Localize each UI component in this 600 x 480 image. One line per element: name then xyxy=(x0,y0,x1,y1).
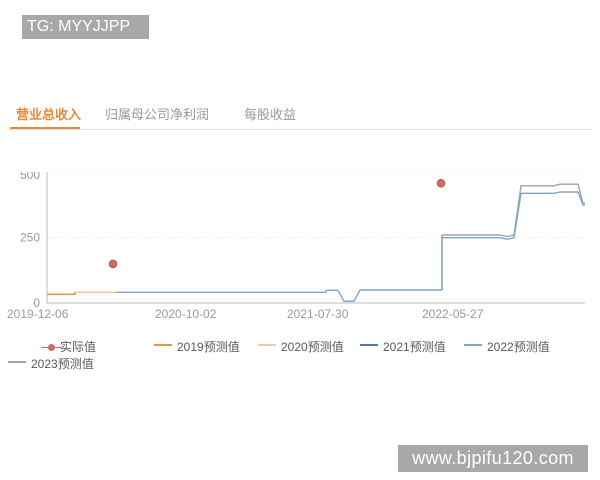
svg-text:500: 500 xyxy=(20,172,40,182)
svg-text:2019-12-06: 2019-12-06 xyxy=(7,307,69,321)
svg-text:2022-05-27: 2022-05-27 xyxy=(422,307,484,321)
svg-text:250: 250 xyxy=(20,231,40,245)
svg-text:2021-07-30: 2021-07-30 xyxy=(287,307,349,321)
svg-text:2020-10-02: 2020-10-02 xyxy=(155,307,217,321)
